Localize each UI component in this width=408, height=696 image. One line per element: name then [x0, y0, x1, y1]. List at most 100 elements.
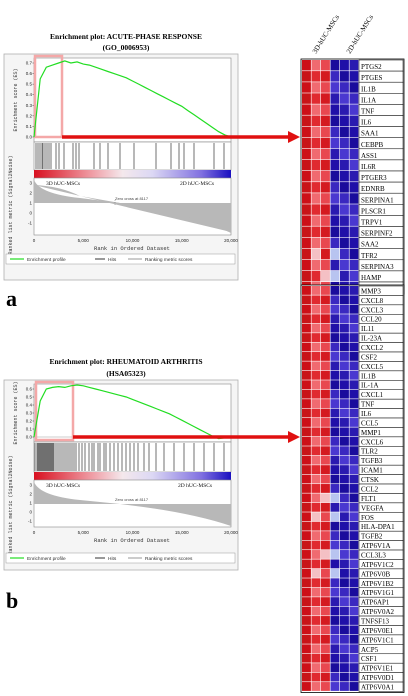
gene-label: ATP6V0B	[361, 570, 391, 578]
heatmap-cell	[302, 559, 311, 569]
heatmap-cell	[311, 159, 321, 171]
heatmap-cell	[340, 465, 349, 474]
heatmap-cell	[321, 634, 330, 644]
rank-metric-fill	[34, 185, 231, 232]
heatmap-cell	[330, 559, 340, 569]
heatmap-cell	[330, 380, 340, 390]
heatmap-cell	[330, 226, 340, 237]
heatmap-cell	[349, 672, 359, 682]
es-plot-area	[33, 57, 232, 143]
heatmap-cell	[321, 531, 330, 541]
heatmap-cell	[321, 427, 330, 437]
es-ytick: 0.5	[26, 82, 33, 87]
heatmap-cell	[321, 286, 330, 295]
heatmap-cell	[340, 304, 349, 314]
heatmap-cell	[349, 286, 359, 295]
heatmap-cell	[311, 502, 321, 512]
heatmap-cell	[321, 578, 330, 588]
heatmap-cell	[340, 380, 349, 390]
heatmap-cell	[340, 270, 349, 282]
arrow-bottom	[73, 431, 300, 443]
heatmap-cell	[302, 342, 311, 352]
arrow-top	[62, 131, 300, 143]
heatmap-cell	[349, 663, 359, 673]
heatmap-cell	[302, 427, 311, 437]
heatmap-cell	[340, 115, 349, 126]
heatmap-cell	[321, 540, 330, 550]
heatmap-cell	[349, 550, 359, 559]
heatmap-cell	[321, 380, 330, 390]
heatmap-cell	[330, 248, 340, 260]
heatmap-cell	[340, 512, 349, 522]
rank-ytick: 1	[29, 501, 32, 506]
heatmap-cell	[321, 204, 330, 215]
heatmap-cell	[349, 215, 359, 226]
heatmap-cell	[330, 82, 340, 93]
heatmap-cell	[330, 126, 340, 138]
heatmap-cell	[302, 625, 311, 635]
heatmap-cell	[321, 370, 330, 380]
gene-label: HAMP	[361, 274, 381, 282]
heatmap-cell	[340, 644, 349, 654]
gene-label: IL1B	[361, 85, 376, 93]
heatmap-cell	[311, 93, 321, 104]
heatmap-cell	[349, 82, 359, 93]
heatmap-cell	[311, 104, 321, 115]
heatmap-cell	[349, 323, 359, 333]
heatmap-cell	[311, 663, 321, 673]
heatmap-cell	[302, 71, 311, 82]
heatmap-cell	[349, 60, 359, 71]
heatmap-cell	[321, 248, 330, 260]
heatmap-cell	[330, 182, 340, 193]
panel-b-title: Enrichment plot: RHEUMATOID ARTHRITIS	[49, 357, 202, 366]
heatmap-cell	[302, 474, 311, 484]
gene-label: IL6R	[361, 163, 376, 171]
heatmap-cell	[330, 597, 340, 607]
heatmap-cell	[340, 474, 349, 484]
heatmap-cell	[330, 93, 340, 104]
heatmap-cell	[340, 82, 349, 93]
x-tick: 5,000	[78, 530, 90, 535]
heatmap-cell	[321, 71, 330, 82]
heatmap-cell	[330, 418, 340, 427]
heatmap-cell	[340, 333, 349, 342]
panel-a-title: Enrichment plot: ACUTE-PHASE RESPONSE	[50, 32, 202, 41]
heatmap-cell	[349, 104, 359, 115]
gene-label: CEBPB	[361, 141, 384, 149]
es-ytick: 0.6	[26, 71, 33, 76]
heatmap-cell	[340, 427, 349, 437]
heatmap-cell	[349, 427, 359, 437]
gene-label: CCL20	[361, 316, 382, 324]
gene-label: ATP6V1C1	[361, 636, 394, 644]
heatmap-cell	[321, 399, 330, 408]
heatmap-cell	[330, 512, 340, 522]
zero-cross-label: Zero cross at 8117	[115, 196, 149, 201]
heatmap-cell	[330, 333, 340, 342]
x-axis-label: Rank in Ordered Dataset	[94, 245, 170, 252]
heatmap-cell	[321, 93, 330, 104]
heatmap-cell	[311, 193, 321, 204]
legend-ranking: Ranking metric scores	[145, 257, 193, 263]
heatmap-cell	[349, 171, 359, 182]
heatmap-cell	[340, 104, 349, 115]
heatmap-cell	[340, 446, 349, 456]
panel-letter-a: a	[6, 286, 17, 311]
gene-label: CXCL5	[361, 363, 384, 371]
gene-label: PTGES	[361, 74, 383, 82]
heatmap-cell	[311, 226, 321, 237]
heatmap-cell	[302, 399, 311, 408]
heatmap-cell	[302, 389, 311, 399]
heatmap-cell	[311, 682, 321, 691]
heatmap-cell	[330, 286, 340, 295]
heatmap-cell	[330, 587, 340, 597]
heatmap-cell	[302, 93, 311, 104]
heatmap-cell	[321, 389, 330, 399]
heatmap-cell	[311, 672, 321, 682]
gene-label: TGFB2	[361, 533, 383, 541]
heatmap-cell	[302, 361, 311, 371]
heatmap-cell	[311, 380, 321, 390]
es-ytick: 0.4	[26, 403, 33, 408]
gene-label: CCL5	[361, 419, 379, 427]
heatmap-cell	[340, 93, 349, 104]
heatmap-cell	[340, 502, 349, 512]
